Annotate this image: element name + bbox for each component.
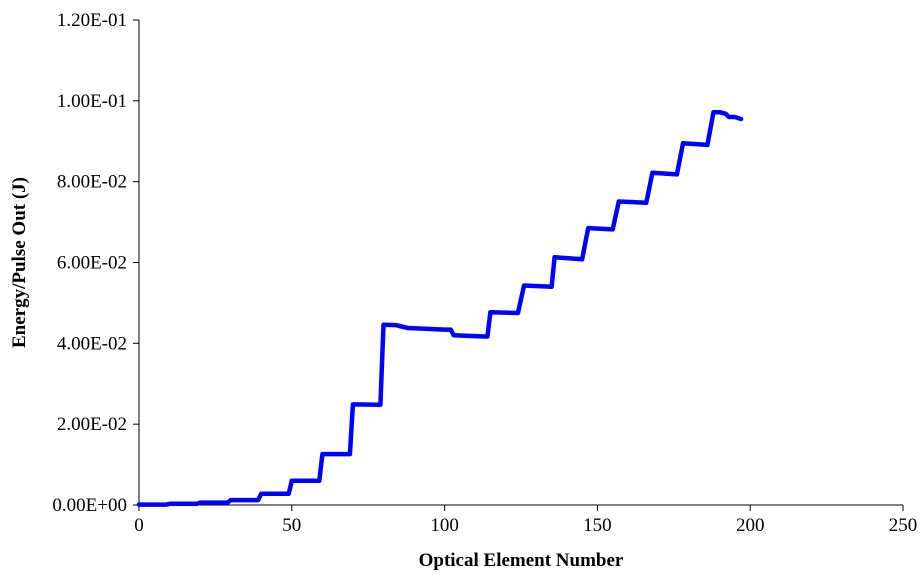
y-axis-title: Energy/Pulse Out (J): [9, 177, 30, 348]
x-tick-label: 0: [134, 515, 144, 536]
axis-ticks: 0.00E+00 2.00E-02 4.00E-02 6.00E-02 8.00E-02…: [52, 10, 917, 536]
series-line: [136, 109, 744, 507]
x-tick-label: 150: [583, 515, 612, 536]
y-tick-label: 8.00E-02: [57, 172, 127, 193]
y-tick-label: 1.00E-01: [57, 91, 127, 112]
x-axis-title: Optical Element Number: [419, 550, 624, 571]
x-tick-label: 200: [736, 515, 765, 536]
series-layer: [136, 109, 744, 507]
x-tick-label: 100: [430, 515, 459, 536]
y-tick-label: 4.00E-02: [57, 333, 127, 354]
x-tick-label: 50: [282, 515, 301, 536]
x-tick-label: 250: [889, 515, 918, 536]
y-tick-label: 1.20E-01: [57, 10, 127, 31]
y-tick-label: 2.00E-02: [57, 414, 127, 435]
y-tick-label: 6.00E-02: [57, 253, 127, 274]
axes: [138, 20, 903, 506]
y-tick-label: 0.00E+00: [52, 495, 127, 516]
